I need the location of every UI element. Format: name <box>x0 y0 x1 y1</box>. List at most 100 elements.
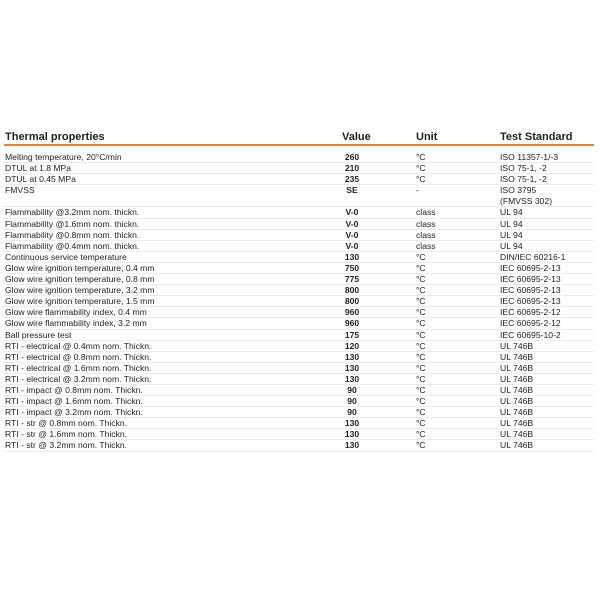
cell-unit: - <box>416 185 419 196</box>
table-row: Flammability @0.8mm nom. thickn. V-0 class… <box>4 230 594 241</box>
cell-property: Glow wire ignition temperature, 1.5 mm <box>5 296 155 307</box>
cell-property: Glow wire flammability index, 0.4 mm <box>5 307 147 318</box>
cell-standard: UL 746B <box>500 362 534 373</box>
header-property: Thermal properties <box>5 131 105 143</box>
cell-unit: °C <box>416 362 426 373</box>
table-row: Glow wire flammability index, 0.4 mm 960 °… <box>4 307 594 319</box>
table-row: RTI - impact @ 3.2mm nom. Thickn. 90 °C UL … <box>4 407 594 419</box>
cell-unit: °C <box>416 174 426 185</box>
cell-standard: ISO 75-1, -2 <box>500 163 547 174</box>
table-body: Melting temperature, 20°C/min 260 °C ISO 11… <box>4 152 594 452</box>
cell-standard: UL 746B <box>500 429 534 440</box>
cell-unit: °C <box>416 351 426 362</box>
table-row: FMVSS SE - ISO 3795 (FMVSS 302) <box>4 185 594 208</box>
cell-property: Flammability @0.8mm nom. thickn. <box>5 229 140 240</box>
cell-value: V-0 <box>345 240 359 251</box>
cell-unit: class <box>416 240 436 251</box>
table-row: RTI - electrical @ 3.2mm nom. Thickn. 130… <box>4 374 594 385</box>
cell-value: 130 <box>344 362 360 373</box>
table-row: DTUL at 1.8 MPa 210 °C ISO 75-1, -2 <box>4 163 594 175</box>
cell-unit: °C <box>416 373 426 384</box>
cell-value: 90 <box>347 396 357 407</box>
cell-value: 130 <box>344 351 360 362</box>
table-row: RTI - electrical @ 1.6mm nom. Thickn. 130… <box>4 363 594 374</box>
cell-property: RTI - str @ 3.2mm nom. Thickn. <box>5 440 128 451</box>
cell-property: RTI - electrical @ 3.2mm nom. Thickn. <box>5 373 152 384</box>
cell-unit: °C <box>416 307 426 318</box>
cell-value: V-0 <box>345 229 359 240</box>
table-row: Continuous service temperature 130 °C DIN/I… <box>4 252 594 263</box>
cell-value: 130 <box>344 418 360 429</box>
cell-standard: UL 746B <box>500 407 534 418</box>
cell-property: Flammability @1.6mm nom. thickn. <box>5 218 140 229</box>
table-row: Flammability @3.2mm nom. thickn. V-0 class… <box>4 207 594 219</box>
cell-property: RTI - str @ 0.8mm nom. Thickn. <box>5 418 128 429</box>
cell-property: Melting temperature, 20°C/min <box>5 152 122 162</box>
cell-property: DTUL at 0.45 MPa <box>5 174 76 185</box>
header-unit: Unit <box>416 131 438 143</box>
cell-value: 750 <box>344 262 360 273</box>
cell-unit: °C <box>416 152 426 162</box>
cell-standard: ISO 11357-1/-3 <box>500 152 559 162</box>
cell-value: SE <box>346 185 358 196</box>
cell-unit: class <box>416 229 436 240</box>
table-row: Glow wire ignition temperature, 3.2 mm 80… <box>4 285 594 297</box>
table-row: Glow wire ignition temperature, 0.8 mm 77… <box>4 274 594 286</box>
cell-property: FMVSS <box>5 185 35 196</box>
cell-unit: class <box>416 218 436 229</box>
cell-property: Flammability @0.4mm nom. thickn. <box>5 240 140 251</box>
cell-value: 130 <box>344 440 360 451</box>
cell-unit: °C <box>416 262 426 273</box>
cell-value: 800 <box>344 296 360 307</box>
cell-standard: DIN/IEC 60216-1 <box>500 251 566 262</box>
cell-property: Glow wire ignition temperature, 0.4 mm <box>5 262 155 273</box>
cell-standard: UL 746B <box>500 373 534 384</box>
header-value: Value <box>342 131 371 143</box>
table-row: RTI - electrical @ 0.4mm nom. Thickn. 120… <box>4 341 594 352</box>
table-row: Glow wire ignition temperature, 0.4 mm 75… <box>4 262 594 275</box>
cell-unit: class <box>416 207 436 218</box>
cell-value: 90 <box>347 384 357 395</box>
cell-standard: IEC 60695-2-13 <box>500 285 561 296</box>
cell-unit: °C <box>416 429 426 440</box>
cell-standard: UL 94 <box>500 240 523 251</box>
cell-value: 960 <box>344 318 360 329</box>
cell-standard: UL 746B <box>500 351 534 362</box>
cell-property: Glow wire ignition temperature, 3.2 mm <box>5 285 155 296</box>
table-row: Flammability @1.6mm nom. thickn. V-0 class… <box>4 219 594 230</box>
cell-standard: IEC 60695-2-13 <box>500 262 561 273</box>
cell-standard: UL 746B <box>500 418 534 429</box>
cell-value: 210 <box>344 163 360 174</box>
cell-unit: °C <box>416 384 426 395</box>
cell-unit: °C <box>416 251 426 262</box>
table-row: RTI - impact @ 0.8mm nom. Thickn. 90 °C UL … <box>4 384 594 397</box>
cell-standard: UL 94 <box>500 207 523 218</box>
cell-unit: °C <box>416 329 426 340</box>
cell-value: V-0 <box>345 207 359 218</box>
cell-standard: UL 746B <box>500 384 534 395</box>
table-row: RTI - str @ 1.6mm nom. Thickn. 130 °C UL 74… <box>4 429 594 441</box>
cell-property: Ball pressure test <box>5 329 72 340</box>
cell-unit: °C <box>416 407 426 418</box>
table-row: Glow wire flammability index, 3.2 mm 960 °… <box>4 318 594 330</box>
cell-property: RTI - impact @ 3.2mm nom. Thickn. <box>5 407 143 418</box>
cell-value: 260 <box>344 152 360 162</box>
cell-property: Glow wire flammability index, 3.2 mm <box>5 318 147 329</box>
table-row: RTI - impact @ 1.6mm nom. Thickn. 90 °C UL … <box>4 396 594 408</box>
cell-value: 130 <box>344 251 360 262</box>
cell-value: 175 <box>344 329 360 340</box>
table-row: RTI - electrical @ 0.8mm nom. Thickn. 130… <box>4 352 594 363</box>
cell-standard: UL 94 <box>500 229 523 240</box>
cell-standard: ISO 3795 (FMVSS 302) <box>500 185 553 206</box>
table-header: Thermal properties Value Unit Test Stand… <box>4 130 594 146</box>
cell-property: RTI - electrical @ 0.8mm nom. Thickn. <box>5 351 152 362</box>
cell-value: 90 <box>347 407 357 418</box>
table-row: Flammability @0.4mm nom. thickn. V-0 class… <box>4 241 594 252</box>
cell-standard: UL 746B <box>500 440 534 451</box>
cell-unit: °C <box>416 340 426 351</box>
cell-property: Flammability @3.2mm nom. thickn. <box>5 207 140 218</box>
cell-value: 235 <box>344 174 360 185</box>
cell-property: Glow wire ignition temperature, 0.8 mm <box>5 274 155 285</box>
table-row: DTUL at 0.45 MPa 235 °C ISO 75-1, -2 <box>4 174 594 186</box>
cell-unit: °C <box>416 418 426 429</box>
